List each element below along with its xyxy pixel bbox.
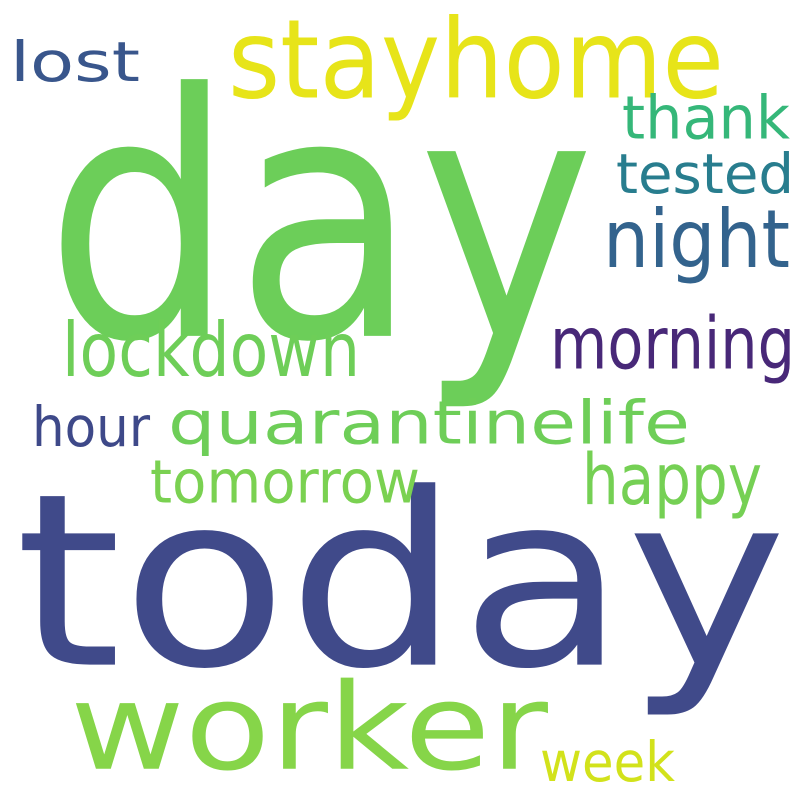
word-worker: worker [70,657,548,798]
word-today: today [15,441,787,723]
word-lockdown: lockdown [62,306,360,394]
word-tomorrow: tomorrow [150,446,420,517]
word-happy: happy [582,438,762,521]
word-morning: morning [550,301,795,386]
word-quarantinelife: quarantinelife [168,387,690,458]
word-day: day [45,21,595,418]
word-stayhome: stayhome [228,0,724,124]
word-tested: tested [616,142,794,207]
word-hour: hour [32,395,150,460]
word-night: night [603,192,790,287]
word-thank: thank [622,82,790,153]
word-week: week [540,730,675,795]
word-lost: lost [10,30,140,95]
